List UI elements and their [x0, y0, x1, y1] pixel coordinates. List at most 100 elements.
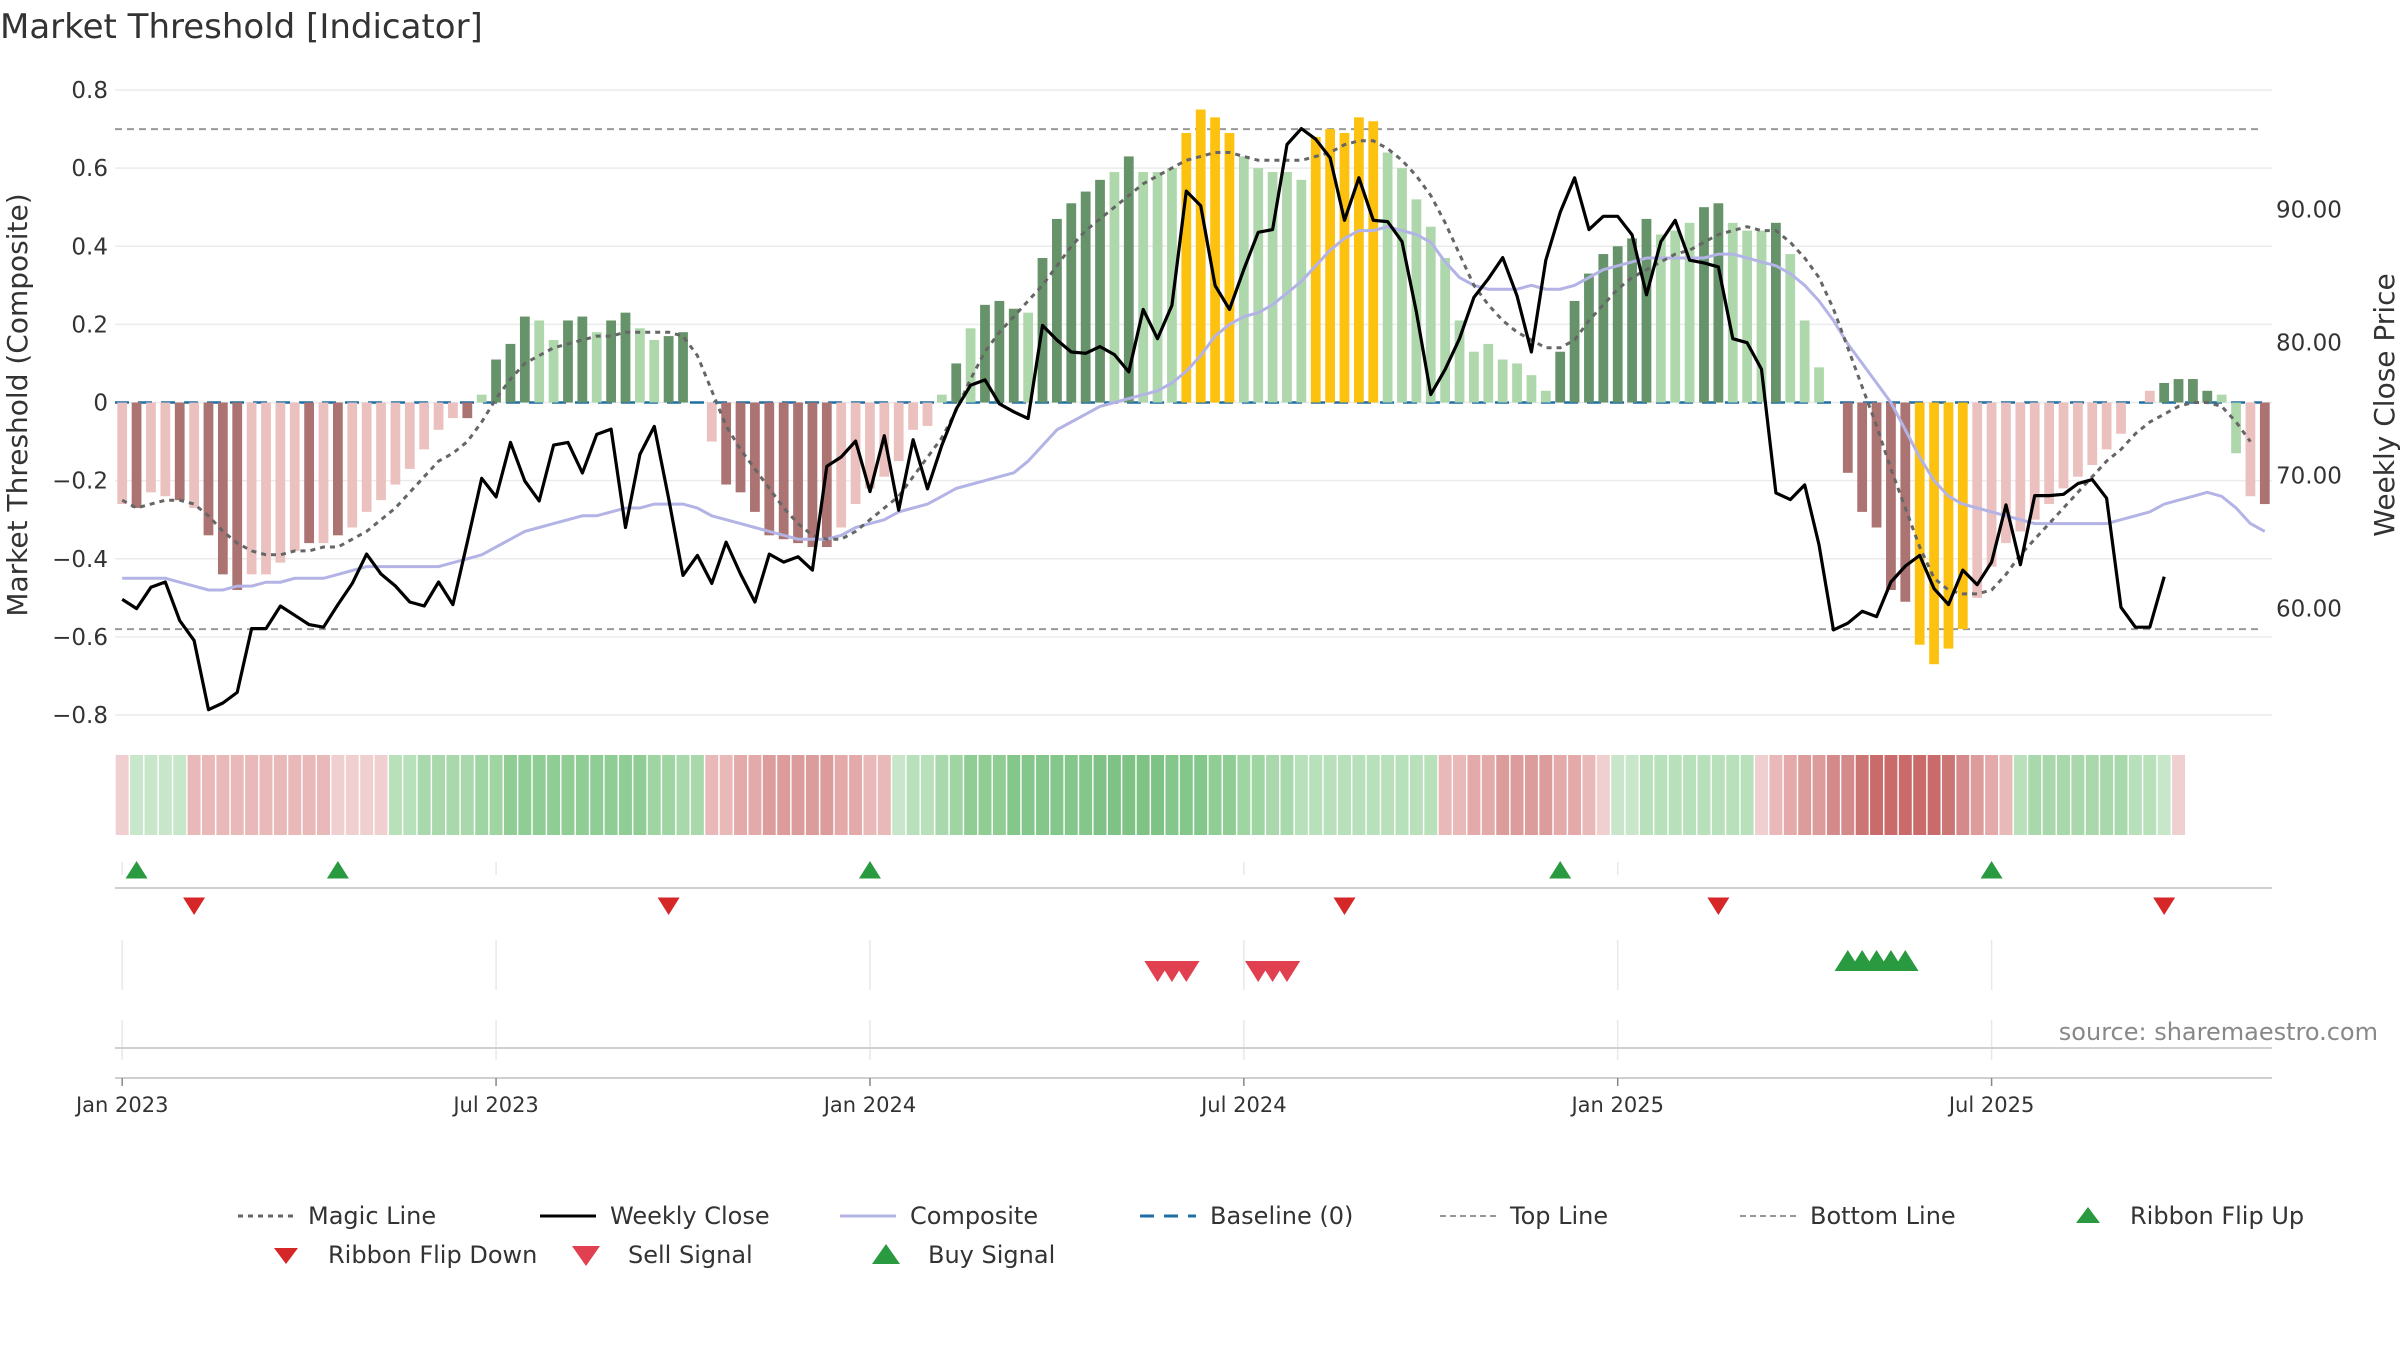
legend-baseline-label: Baseline (0) — [1210, 1202, 1353, 1230]
ribbon-cell — [1064, 755, 1078, 835]
ribbon-cell — [360, 755, 374, 835]
composite-bar — [491, 359, 501, 403]
legend-top-label: Top Line — [1509, 1202, 1608, 1230]
ribbon-cell — [302, 755, 316, 835]
ribbon-cell — [2028, 755, 2042, 835]
composite-bar — [1023, 312, 1034, 403]
composite-bar — [1584, 273, 1594, 403]
y2-tick-label: 60.00 — [2276, 597, 2342, 623]
composite-bar — [678, 332, 688, 403]
magic-line — [121, 139, 2252, 596]
ribbon-flip-down-marker — [1333, 897, 1356, 915]
composite-bar — [1368, 121, 1379, 403]
ribbon-cell — [590, 755, 604, 835]
y2-tick-label: 80.00 — [2276, 331, 2342, 357]
ribbon-cell — [1251, 755, 1265, 835]
composite-bar — [217, 402, 228, 575]
composite-bar — [376, 402, 386, 501]
ribbon-cell — [1151, 755, 1165, 835]
ribbon-cell — [892, 755, 906, 835]
composite-bar — [1699, 207, 1709, 403]
composite-bar — [174, 402, 185, 501]
composite-bar — [203, 402, 214, 536]
composite-bar — [1799, 320, 1810, 403]
composite-bar — [1397, 168, 1407, 403]
composite-bar — [1440, 257, 1451, 403]
ribbon-cell — [115, 755, 129, 835]
composite-bar — [1109, 172, 1120, 403]
composite-bar — [1943, 402, 1954, 649]
ribbon-cell — [863, 755, 877, 835]
ribbon-flip-up-marker — [1980, 861, 2003, 879]
ribbon-cell — [690, 755, 704, 835]
ribbon-cell — [604, 755, 618, 835]
ribbon-cell — [1496, 755, 1510, 835]
ribbon-cell — [259, 755, 273, 835]
composite-bar — [1411, 199, 1422, 403]
right-axis-title: Weekly Close Price — [2368, 273, 2400, 536]
ribbon-cell — [920, 755, 934, 835]
ribbon-cell — [1898, 755, 1912, 835]
buy-signal-marker — [1892, 950, 1919, 971]
ribbon-cell — [288, 755, 302, 835]
composite-bar — [1066, 203, 1077, 403]
legend-flipup-label: Ribbon Flip Up — [2130, 1202, 2304, 1230]
ribbon-cell — [791, 755, 805, 835]
composite-bar — [519, 316, 530, 403]
legend-flipup-swatch — [2076, 1207, 2100, 1223]
x-tick-label: Jan 2024 — [822, 1093, 917, 1117]
ribbon-cell — [619, 755, 632, 835]
ribbon-cell — [1884, 755, 1898, 835]
ribbon-cell — [1812, 755, 1826, 835]
ribbon-cell — [1107, 755, 1121, 835]
ribbon-cell — [906, 755, 920, 835]
composite-bar — [1598, 254, 1609, 403]
y-tick-label: 0.8 — [71, 78, 108, 104]
composite-bar — [1756, 230, 1767, 403]
ribbon-cell — [1711, 755, 1725, 835]
ribbon-cell — [949, 755, 963, 835]
composite-bar — [2044, 402, 2054, 505]
ribbon-cell — [1697, 755, 1711, 835]
ribbon-cell — [1913, 755, 1927, 835]
composite-bar — [1353, 117, 1364, 403]
ribbon-cell — [1395, 755, 1409, 835]
ribbon-cell — [1453, 755, 1467, 835]
ribbon-cell — [1036, 755, 1049, 835]
x-tick-label: Jul 2025 — [1947, 1093, 2034, 1117]
composite-bar — [476, 394, 487, 403]
composite-bar — [505, 343, 516, 403]
legend-sell-swatch — [572, 1246, 600, 1266]
ribbon-cell — [1208, 755, 1222, 835]
ribbon-cell — [2172, 755, 2186, 835]
composite-bar — [908, 402, 918, 430]
ribbon-cell — [446, 755, 460, 835]
ribbon-cell — [432, 755, 446, 835]
ribbon-cell — [1611, 755, 1625, 835]
composite-bar — [433, 402, 444, 430]
composite-bar — [318, 402, 329, 544]
composite-bar — [1742, 230, 1753, 403]
ribbon-cell — [201, 755, 215, 835]
composite-bar — [922, 402, 933, 426]
composite-bar — [2231, 402, 2241, 454]
composite-bar — [893, 402, 904, 462]
composite-bar — [1713, 203, 1724, 403]
ribbon-cell — [1438, 755, 1452, 835]
ribbon-flip-down-marker — [2153, 897, 2176, 915]
ribbon-cell — [1927, 755, 1941, 835]
ribbon-cell — [532, 755, 546, 835]
y-tick-label: 0.6 — [71, 156, 108, 182]
composite-bar — [649, 340, 660, 403]
composite-bar — [2173, 379, 2184, 403]
composite-bar — [994, 300, 1005, 403]
composite-bar — [2029, 402, 2040, 520]
right-y-ticks: 90.00 80.00 70.00 60.00 — [2276, 198, 2342, 623]
ribbon-cell — [1755, 755, 1768, 835]
legend-magic-label: Magic Line — [308, 1202, 436, 1230]
composite-bar — [1929, 402, 1939, 665]
ribbon-cell — [158, 755, 172, 835]
ribbon-cell — [1079, 755, 1093, 835]
composite-bar — [793, 402, 803, 544]
